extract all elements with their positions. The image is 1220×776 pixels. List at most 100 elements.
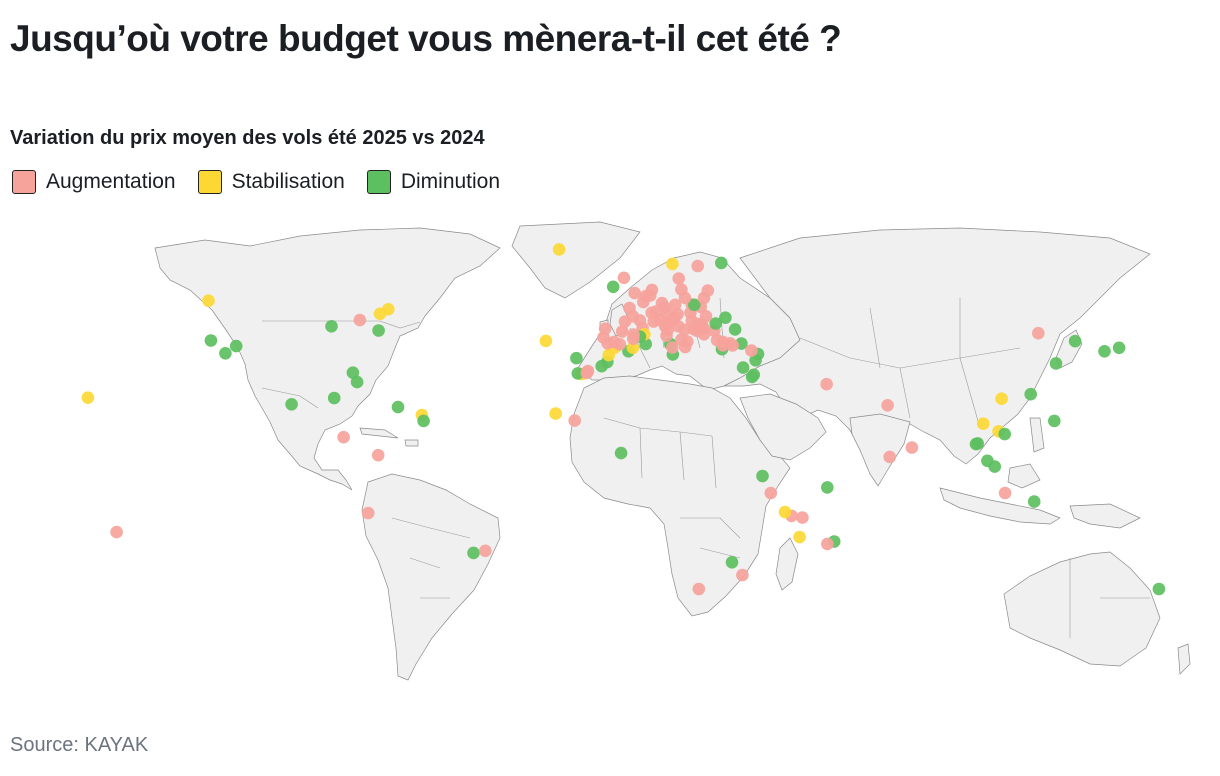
destination-dot: Cancún	[327, 391, 341, 405]
destination-dot: La Réunion	[821, 537, 834, 551]
destination-dots: Honolulu Papeete Vancouver San FranciscoLos…	[81, 243, 1166, 596]
chart-title: Jusqu’où votre budget vous mènera-t-il c…	[10, 18, 842, 59]
border-australia	[1069, 558, 1150, 638]
legend-item-augmentation: Augmentation	[12, 170, 176, 194]
destination-dot: Naples	[678, 323, 691, 337]
destination-dot: Sydney	[1152, 582, 1166, 596]
border-africa-north	[603, 417, 717, 489]
destination-dot: Nairobi	[756, 469, 769, 483]
destination-dot: Toronto	[353, 313, 367, 327]
destination-dot: Pékin	[1032, 326, 1045, 340]
destination-dot: Le Cap	[692, 582, 706, 596]
border-south-america	[391, 517, 471, 599]
destination-dot: Malte	[678, 340, 692, 354]
destination-dot: Las Vegas	[229, 339, 243, 353]
legend-item-stabilisation: Stabilisation	[197, 170, 345, 194]
destination-dot: Manille	[1048, 414, 1061, 428]
destination-dot: Malé	[883, 450, 896, 464]
destination-dot: Johannesburg	[725, 556, 739, 569]
land-india	[849, 413, 911, 487]
land-caribbean	[359, 427, 419, 447]
legend-item-diminution: Diminution	[366, 170, 501, 194]
destination-dot: Sal	[549, 407, 562, 420]
destination-dot: Abidjan	[614, 446, 628, 460]
destination-dot: Miami	[350, 375, 364, 389]
destination-dot: Berlin	[675, 283, 688, 296]
destination-dot: Lanzarote	[581, 364, 595, 378]
country-borders	[261, 297, 1150, 638]
destination-dot: Krabi	[971, 437, 984, 450]
destination-dot: Brindisi	[690, 324, 704, 338]
destination-dot: Zanzibar	[764, 486, 778, 500]
land-new-guinea	[1069, 503, 1141, 529]
destination-dot: Lille	[639, 289, 652, 303]
legend: Augmentation Stabilisation Diminution	[12, 170, 522, 194]
destination-dot: Le Caire	[736, 361, 750, 374]
world-map-svg: Honolulu Papeete Vancouver San FranciscoLos…	[81, 221, 1191, 681]
destination-dot: Osaka	[1098, 345, 1111, 358]
land-south-america	[361, 473, 501, 681]
land-north-america	[154, 227, 501, 491]
destination-dot: Mykonos	[716, 335, 729, 349]
destination-dot: Mumbai	[881, 399, 894, 412]
land-greenland	[511, 221, 641, 299]
destination-dot: Dublin	[606, 280, 620, 294]
destination-dot: Séoul	[1068, 334, 1082, 348]
destination-dot: Bogotá	[371, 448, 385, 462]
legend-swatch-stabilisation	[197, 170, 222, 194]
destination-dot: Bucarest	[719, 311, 732, 324]
destination-dot: Rhodes	[726, 339, 739, 352]
destination-dot: São Paulo	[467, 546, 480, 560]
destination-dot: Orlando	[346, 366, 360, 379]
destination-dot: Helsinki	[715, 256, 728, 270]
destination-dot: Shanghai	[1049, 357, 1063, 370]
land-arabia	[739, 393, 827, 461]
destination-dot: Édimbourg	[617, 271, 631, 285]
destination-dot: Olbia	[661, 323, 675, 337]
destination-dot: Alicante	[627, 332, 640, 346]
destination-dot: Antananarivo	[793, 530, 806, 544]
destination-dot: Mexico	[285, 398, 298, 411]
land-layer	[154, 221, 1191, 681]
destination-dot: Reykjavik	[552, 243, 566, 256]
border-usa-canada	[262, 320, 421, 329]
destination-dot: Singapour	[988, 460, 1001, 473]
destination-dot: Tenerife	[571, 367, 585, 380]
destination-dot: Faro	[601, 337, 614, 350]
land-australia	[1003, 551, 1161, 667]
destination-dot: Funchal	[570, 351, 583, 365]
destination-dot: Stockholm	[691, 259, 704, 273]
legend-swatch-diminution	[366, 170, 391, 194]
source-note: Source: KAYAK	[10, 734, 149, 756]
destination-dot: Bratislava	[688, 298, 701, 312]
destination-dot: Londres	[628, 286, 641, 300]
destination-dot: Ponta Delgada	[539, 334, 553, 348]
destination-dot: Québec	[382, 303, 395, 316]
destination-dot: Dakar	[568, 414, 581, 427]
land-new-zealand	[1177, 643, 1191, 675]
destination-dot: Monastir	[666, 341, 679, 354]
destination-dot: Punta Cana	[391, 400, 405, 414]
destination-dot: Papeete	[110, 525, 123, 539]
legend-label-diminution: Diminution	[400, 170, 501, 193]
destination-dot: Moroni	[778, 505, 792, 519]
destination-dot: New York	[372, 324, 385, 337]
destination-dot: Bali	[1027, 495, 1041, 508]
destination-dot: Sharm el-Sheikh	[747, 368, 761, 382]
legend-label-augmentation: Augmentation	[46, 170, 176, 193]
destination-dot: Hanoï	[995, 392, 1008, 405]
destination-dot: Oran	[626, 341, 640, 355]
legend-label-stabilisation: Stabilisation	[231, 170, 345, 193]
border-asia	[799, 298, 1021, 429]
destination-dot: Chicago	[325, 320, 338, 333]
destination-dot: San José	[337, 430, 350, 444]
land-asia	[723, 227, 1151, 471]
destination-dot: Madrid	[615, 325, 629, 338]
destination-dot: Hong Kong	[1024, 387, 1037, 401]
destination-dot: Malaga	[613, 338, 627, 351]
destination-dot: Jakarta	[998, 486, 1012, 500]
destination-dot: Fort-de-France	[417, 414, 430, 428]
destination-dot: Vancouver	[202, 294, 215, 307]
destination-dot: San Francisco	[204, 334, 218, 347]
destination-dot: Varsovie	[701, 284, 715, 297]
